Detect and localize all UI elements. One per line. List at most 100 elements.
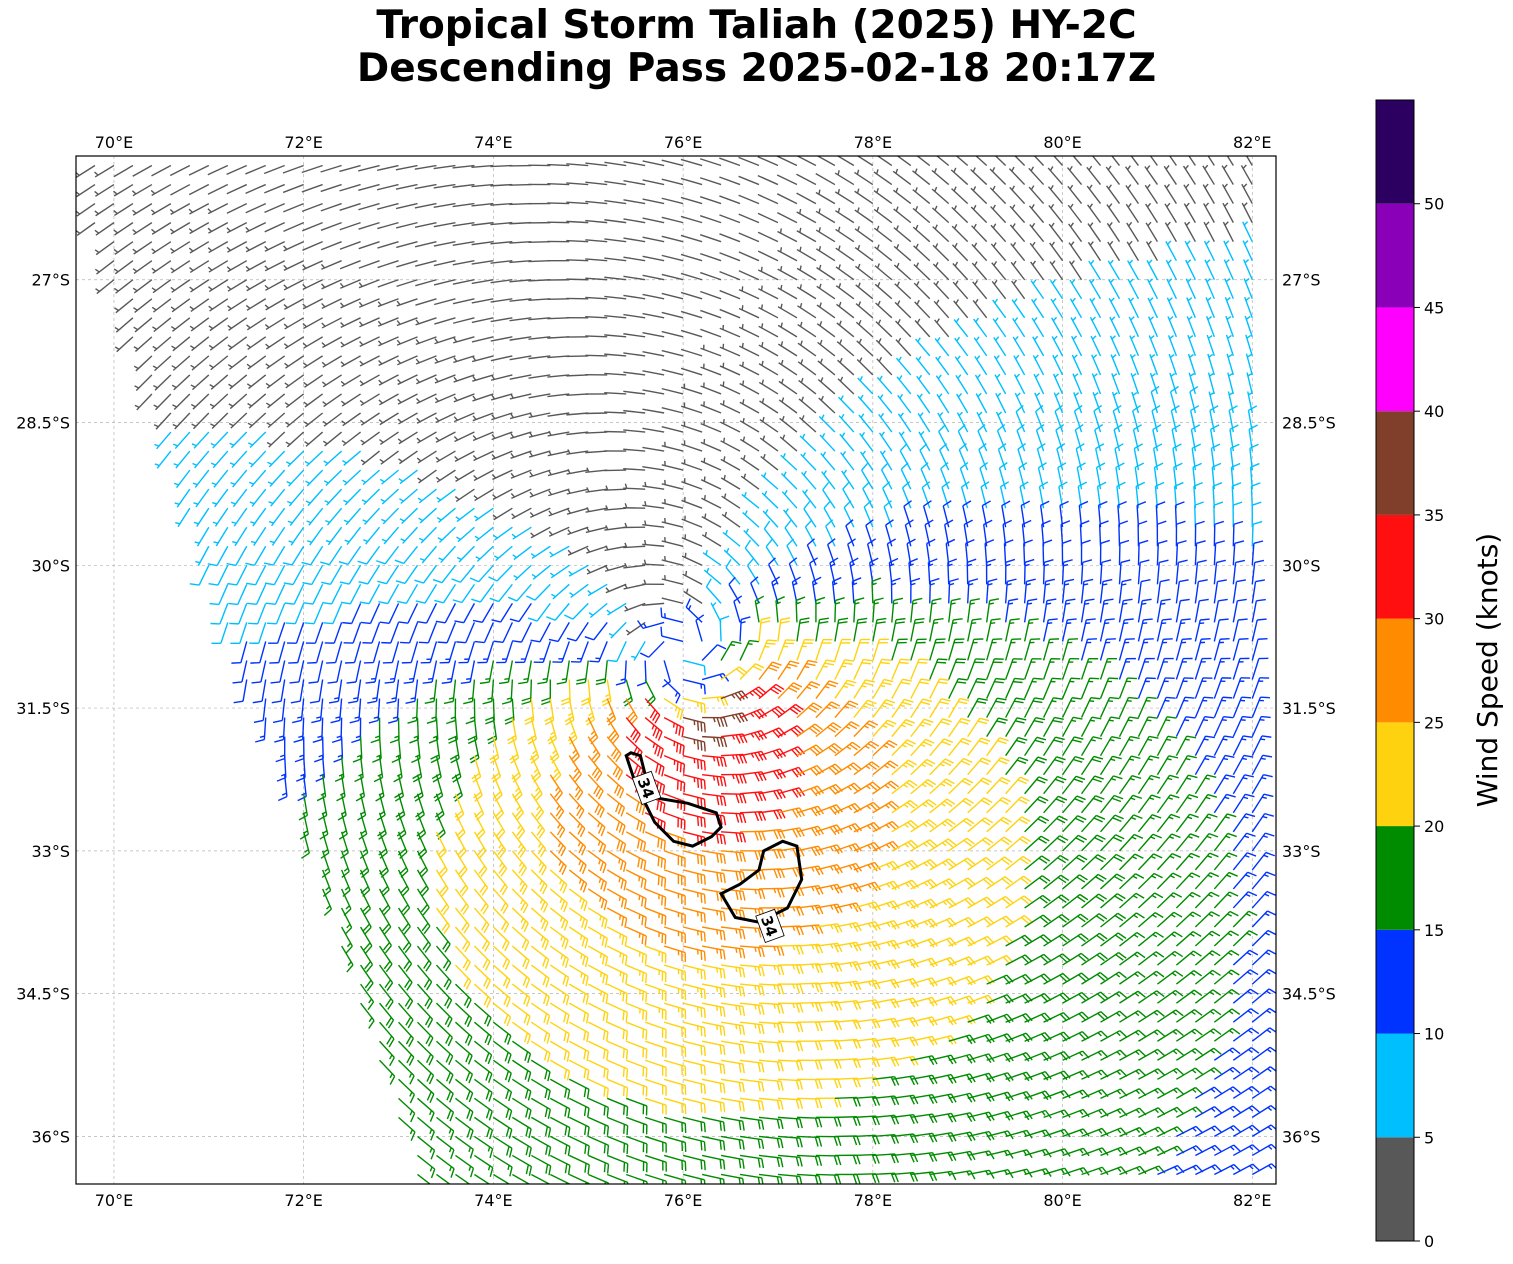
wind-barb — [663, 679, 681, 704]
wind-barb — [378, 907, 392, 935]
wind-barb — [1137, 696, 1157, 718]
wind-barb — [530, 869, 548, 895]
wind-barb — [511, 850, 527, 877]
wind-barb — [1175, 735, 1197, 756]
wind-barb — [701, 945, 726, 960]
wind-barb — [986, 697, 1007, 718]
wind-barb — [1223, 240, 1234, 262]
wind-barb — [568, 850, 587, 875]
wind-barb — [207, 545, 229, 567]
wind-barb — [378, 945, 393, 973]
wind-barb — [398, 469, 418, 485]
wind-barb — [782, 508, 798, 528]
wind-barb — [1213, 696, 1233, 718]
wind-barb — [1251, 520, 1263, 547]
wind-barb — [701, 1040, 726, 1056]
wind-barb — [1080, 716, 1102, 737]
wind-barb — [623, 160, 646, 167]
wind-barb — [360, 964, 374, 992]
wind-barb — [396, 240, 418, 249]
wind-barb — [435, 603, 457, 624]
wind-barb — [1251, 735, 1272, 756]
wind-barb — [1213, 969, 1240, 985]
wind-barb — [740, 436, 760, 452]
wind-barb — [472, 412, 494, 422]
wind-barb — [409, 717, 420, 744]
wind-barb — [1032, 354, 1045, 376]
wind-barb — [530, 926, 549, 951]
wind-barb — [1100, 1049, 1128, 1061]
wind-barb — [644, 755, 665, 777]
wind-barb — [473, 926, 491, 952]
wind-barb — [1137, 774, 1161, 795]
wind-barb — [1024, 835, 1050, 852]
wind-barb — [758, 661, 782, 680]
wind-barb — [680, 383, 703, 395]
wind-barb — [948, 975, 976, 986]
wind-barb — [509, 393, 532, 400]
wind-barb — [414, 240, 437, 248]
wind-barb — [642, 255, 665, 262]
wind-barb — [931, 205, 950, 224]
wind-barb — [682, 1002, 706, 1018]
wind-barb — [910, 758, 936, 776]
wind-barb — [815, 173, 836, 186]
wind-barb — [606, 850, 627, 872]
wind-barb — [1194, 754, 1216, 776]
wind-barb — [1213, 793, 1236, 814]
wind-barb — [195, 545, 210, 566]
wind-barb — [188, 164, 210, 176]
wind-barb — [604, 314, 627, 319]
wind-barb — [1137, 833, 1162, 852]
wind-barb — [910, 957, 938, 968]
wind-barb — [682, 1021, 706, 1038]
wind-barb — [1118, 873, 1145, 890]
wind-barb — [723, 547, 741, 566]
wind-barb — [529, 469, 551, 478]
wind-barb — [435, 469, 456, 483]
wind-barb — [309, 679, 324, 704]
wind-barb — [878, 431, 893, 452]
wind-barb — [230, 469, 248, 488]
wind-barb — [757, 193, 779, 205]
wind-barb — [267, 450, 286, 468]
lon-tick-label-bottom: 70°E — [95, 1191, 133, 1210]
wind-barb — [623, 429, 646, 433]
wind-barb — [1029, 222, 1045, 243]
wind-barb — [1175, 833, 1200, 852]
wind-barb — [568, 926, 589, 949]
wind-barb — [1005, 836, 1031, 852]
wind-barb — [1073, 404, 1083, 433]
wind-barb — [1053, 392, 1064, 414]
wind-barb — [796, 192, 817, 205]
wind-barb — [1005, 895, 1032, 909]
wind-barb — [701, 1002, 726, 1017]
wind-barb — [1251, 715, 1271, 737]
wind-barb — [604, 295, 627, 300]
wind-barb — [1175, 696, 1195, 718]
wind-barb — [1061, 598, 1076, 623]
wind-barb — [834, 762, 862, 776]
wind-barb — [501, 679, 514, 705]
wind-barb — [663, 1059, 687, 1076]
wind-barb — [1062, 952, 1089, 966]
wind-barb — [661, 159, 684, 167]
wind-barb — [995, 392, 1007, 414]
wind-barb — [1034, 404, 1045, 433]
wind-barb — [511, 755, 522, 783]
wind-barb — [323, 603, 343, 625]
wind-barb — [701, 926, 726, 941]
wind-barb — [777, 303, 798, 319]
wind-barb — [323, 450, 343, 467]
wind-barb — [246, 564, 267, 586]
wind-barb — [360, 603, 381, 625]
wind-barb — [303, 584, 324, 605]
wind-barb — [585, 467, 608, 474]
wind-barb — [1099, 755, 1122, 776]
wind-barb — [1205, 315, 1215, 338]
wind-barb — [951, 186, 969, 205]
wind-barb — [1213, 638, 1230, 661]
wind-barb — [803, 500, 817, 528]
wind-barb — [359, 374, 380, 387]
wind-barb — [935, 355, 950, 376]
